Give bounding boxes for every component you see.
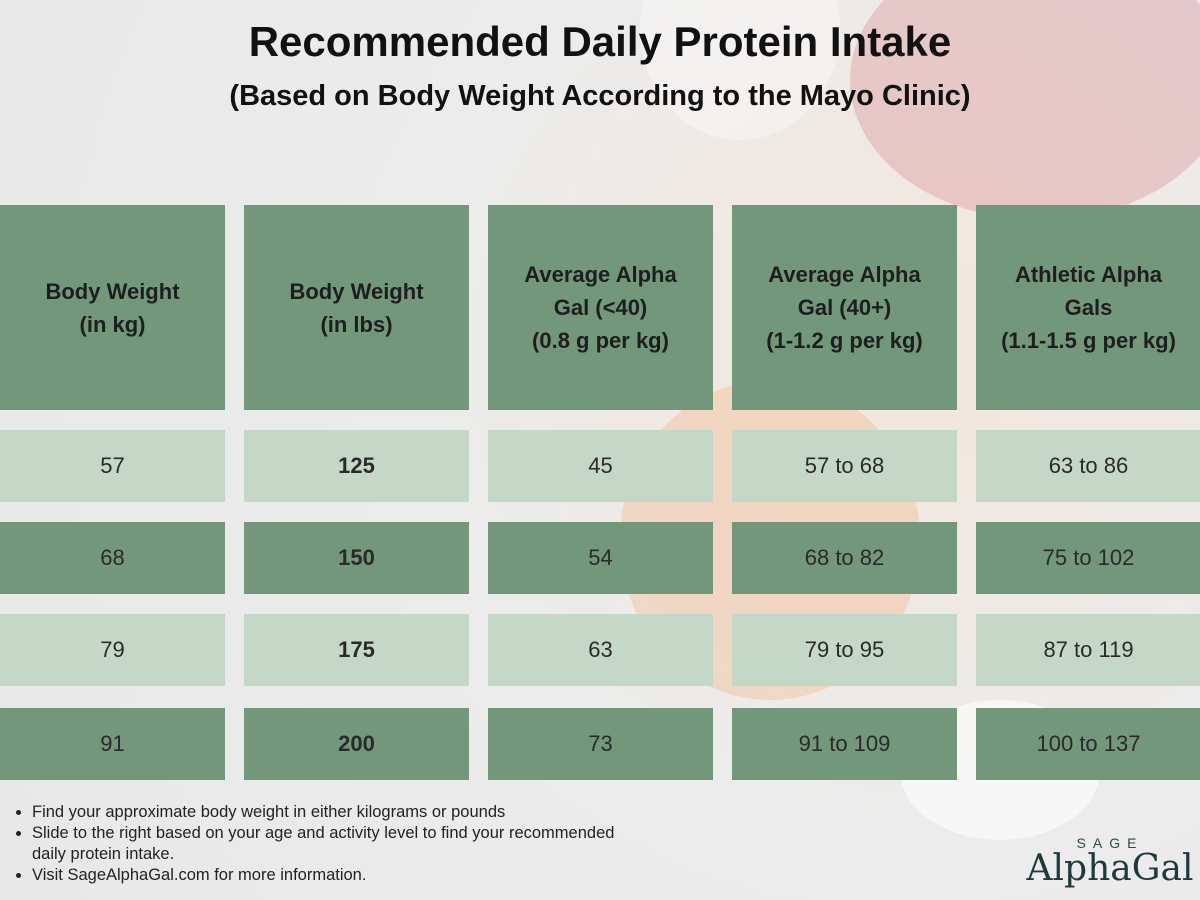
header-line: Body Weight [45,278,180,304]
header-line: Gal (<40) [553,295,648,320]
notes: Find your approximate body weight in eit… [12,802,632,886]
table-cell: 57 [0,430,225,502]
note: Slide to the right based on your age and… [32,823,632,865]
header-line: Athletic Alpha [1014,262,1163,287]
table-cell: 75 to 102 [976,522,1200,594]
table-cell: 54 [488,522,713,594]
header-line: Average Alpha [768,262,921,287]
subtitle: (Based on Body Weight According to the M… [229,80,971,112]
table-cell: 73 [488,708,713,780]
header-line: (in lbs) [320,311,393,337]
header-line: Gal (40+) [797,295,892,320]
header-cell: Average Alpha Gal (<40) (0.8 g per kg) [488,205,713,410]
header-line: (1.1-1.5 g per kg) [1001,328,1176,353]
note: Visit SageAlphaGal.com for more informat… [32,865,632,886]
header-line: Average Alpha [524,262,677,287]
table-cell: 63 [488,614,713,686]
logo-name: AlphaGal [1026,848,1194,889]
table-cell: 100 to 137 [976,708,1200,780]
table-cell: 63 to 86 [976,430,1200,502]
logo-top: SAGE [1076,835,1144,851]
table-cell: 200 [244,708,469,780]
header-cell: Body Weight (in lbs) [244,205,469,410]
table-cell: 79 [0,614,225,686]
table-cell: 150 [244,522,469,594]
table-cell: 68 [0,522,225,594]
table-cell: 125 [244,430,469,502]
table-cell: 57 to 68 [732,430,957,502]
title: Recommended Daily Protein Intake [248,18,952,65]
table-cell: 79 to 95 [732,614,957,686]
header-line: Body Weight [289,278,424,304]
table-cell: 45 [488,430,713,502]
header-cell: Average Alpha Gal (40+) (1-1.2 g per kg) [732,205,957,410]
table-cell: 68 to 82 [732,522,957,594]
table-cell: 91 to 109 [732,708,957,780]
table-cell: 175 [244,614,469,686]
header-line: Gals [1064,295,1113,320]
header-cell: Athletic Alpha Gals (1.1-1.5 g per kg) [976,205,1200,410]
header-line: (1-1.2 g per kg) [766,328,923,353]
header-line: (0.8 g per kg) [532,328,669,353]
note: Find your approximate body weight in eit… [32,802,632,823]
header-line: (in kg) [79,311,146,337]
table-cell: 91 [0,708,225,780]
table-cell: 87 to 119 [976,614,1200,686]
header-cell: Body Weight (in kg) [0,205,225,410]
